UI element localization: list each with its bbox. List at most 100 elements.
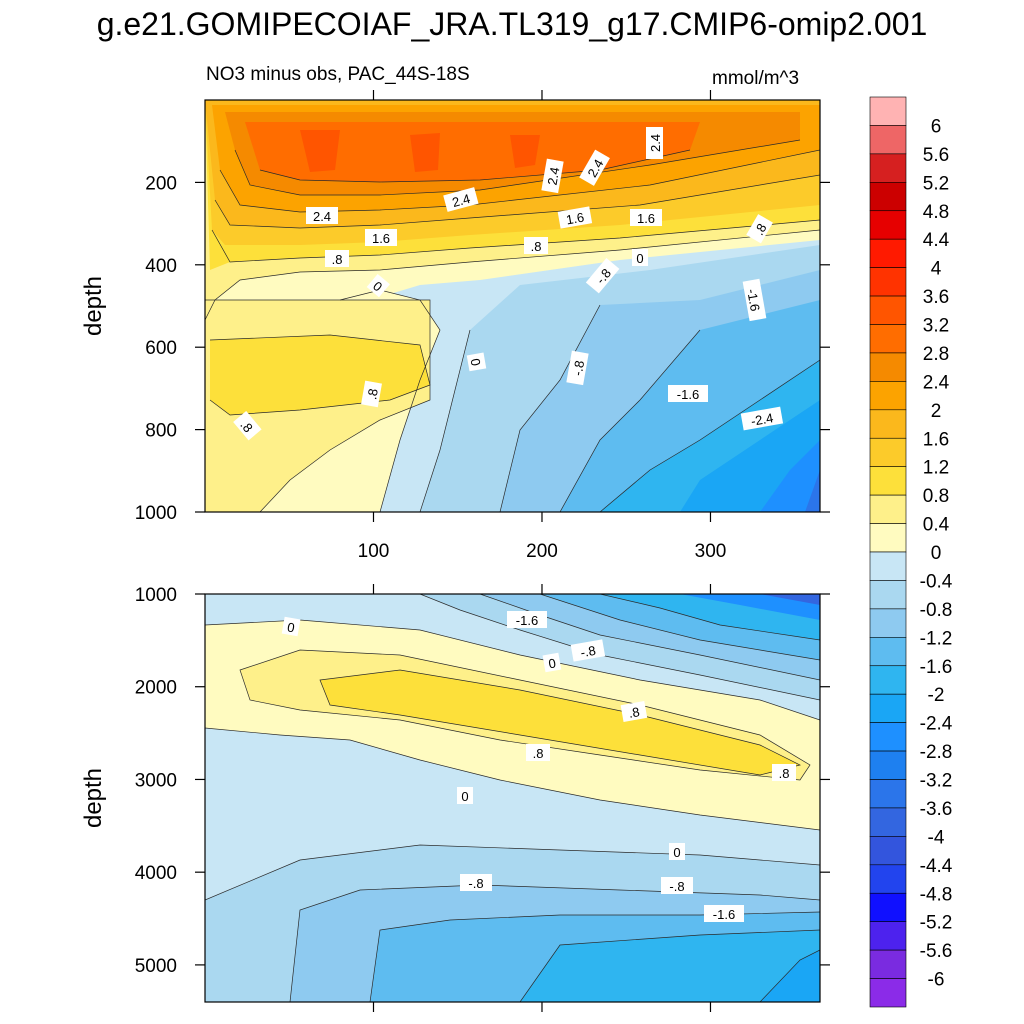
colorbar-swatch	[869, 352, 907, 382]
y-tick-label: 1000	[135, 503, 177, 524]
contour-label: 0	[632, 249, 648, 266]
colorbar-label: 0	[931, 543, 942, 564]
colorbar-label: 4.8	[923, 202, 949, 223]
contour-label-bg	[507, 611, 547, 628]
colorbar-label: 2.4	[923, 372, 950, 393]
colorbar-swatch	[869, 409, 907, 439]
colorbar-swatch	[869, 96, 907, 126]
colorbar-swatch	[869, 978, 907, 1008]
colorbar-label: -5.6	[920, 941, 953, 962]
contour-label: 1.6	[630, 209, 662, 226]
contour-label-text: 1.6	[372, 231, 390, 246]
colorbar-label: 5.2	[923, 173, 949, 194]
contour-label: 0	[457, 787, 473, 804]
y-tick-label: 800	[145, 421, 177, 442]
contour-label-bg	[646, 127, 663, 159]
bottom-contour-labels: 0 -1.6 -.8 0 .8 .8 .8 0 0 -.8 -.8 -1.6	[281, 611, 796, 922]
contour-label-text: -1.6	[744, 288, 763, 313]
contour-label: 0	[366, 273, 390, 298]
colorbar-swatch	[869, 182, 907, 212]
contour-label: .8	[620, 701, 648, 722]
colorbar-swatch	[869, 580, 907, 610]
contour-label-bg	[570, 639, 606, 662]
contour-label: -1.6	[704, 905, 744, 922]
colorbar-swatch	[869, 324, 907, 354]
contour-label-text: 0	[636, 251, 643, 266]
colorbar-swatch	[869, 437, 907, 467]
bottom-panel-frame	[204, 593, 821, 1003]
colorbar-swatch	[869, 693, 907, 723]
colorbar-label: 2.8	[923, 344, 949, 365]
contour-label: 2.4	[646, 127, 663, 159]
colorbar-label: 3.2	[923, 316, 949, 337]
contour-label-text: .8	[332, 252, 343, 267]
contour-label: 0	[542, 652, 562, 673]
contour-label-text: 2.4	[450, 191, 471, 210]
contour-label: -.8	[585, 257, 620, 294]
contour-label-bg	[466, 352, 487, 372]
contour-label-text: .8	[364, 387, 381, 400]
contour-label-bg	[566, 350, 589, 386]
bottom-panel-field	[205, 594, 820, 1002]
y-tick-label: 400	[145, 256, 177, 277]
contour-label-bg	[669, 843, 685, 860]
units-label: mmol/m^3	[712, 68, 800, 89]
colorbar-label: -0.8	[920, 600, 953, 621]
contour-label-bg	[457, 787, 473, 804]
colorbar-label: 5.6	[923, 145, 949, 166]
contour-label: 1.6	[365, 229, 397, 246]
contour-label: 2.4	[541, 158, 564, 194]
colorbar-swatch	[869, 153, 907, 183]
contour-label-text: -.8	[468, 876, 483, 891]
colorbar: 6 5.6 5.2 4.8 4.4 4 3.6 3.2 2.8 2.4 2 1.6 1.2 0.8 0.4 0…	[869, 96, 953, 1008]
colorbar-swatch	[869, 238, 907, 268]
colorbar-label: 4	[931, 259, 942, 280]
y-tick-label: 200	[145, 173, 177, 194]
contour-label-bg	[557, 206, 593, 229]
top-panel-field	[205, 100, 820, 512]
contour-label: -.8	[570, 639, 606, 662]
colorbar-label: -1.6	[920, 657, 953, 678]
x-tick-label: 300	[695, 541, 727, 562]
x-tick-label: 100	[358, 541, 390, 562]
contour-label-text: -1.6	[516, 613, 538, 628]
contour-label: -2.4	[740, 406, 784, 431]
contour-label: 0	[281, 616, 301, 637]
contour-label: .8	[325, 250, 349, 267]
colorbar-swatch	[869, 494, 907, 524]
contour-label-bg	[632, 249, 648, 266]
y-tick-label: 4000	[135, 863, 177, 884]
contour-label-bg	[746, 214, 773, 244]
colorbar-label: 6	[931, 116, 942, 137]
colorbar-label: 1.2	[923, 458, 949, 479]
colorbar-swatch	[869, 637, 907, 667]
colorbar-swatch	[869, 381, 907, 411]
colorbar-label: 3.6	[923, 287, 949, 308]
colorbar-label: 0.8	[923, 486, 949, 507]
contour-label: 1.6	[557, 206, 593, 229]
contour-label-text: -.8	[593, 266, 614, 287]
colorbar-label: -5.2	[920, 913, 953, 934]
contour-label-text: 2.4	[313, 209, 331, 224]
colorbar-label: -4	[928, 827, 945, 848]
y-tick-label: 3000	[135, 770, 177, 791]
colorbar-label: -4.4	[920, 856, 953, 877]
contour-label-text: 0	[673, 845, 680, 860]
colorbar-swatch	[869, 125, 907, 155]
y-tick-label: 2000	[135, 678, 177, 699]
contour-label: 2.4	[306, 207, 338, 224]
contour-label: .8	[524, 237, 548, 254]
contour-label-text: 0	[461, 789, 468, 804]
contour-label-text: -.8	[570, 359, 587, 377]
contour-label-bg	[366, 273, 390, 298]
contour-label: .8	[361, 380, 382, 408]
top-panel-frame	[204, 99, 821, 513]
colorbar-swatch	[869, 750, 907, 780]
contour-label-bg	[526, 744, 550, 761]
contour-label-text: -.8	[579, 643, 597, 660]
contour-label: .8	[526, 744, 550, 761]
colorbar-label: 2	[931, 401, 942, 422]
contour-label-text: -2.4	[750, 410, 775, 429]
colorbar-swatch	[869, 466, 907, 496]
